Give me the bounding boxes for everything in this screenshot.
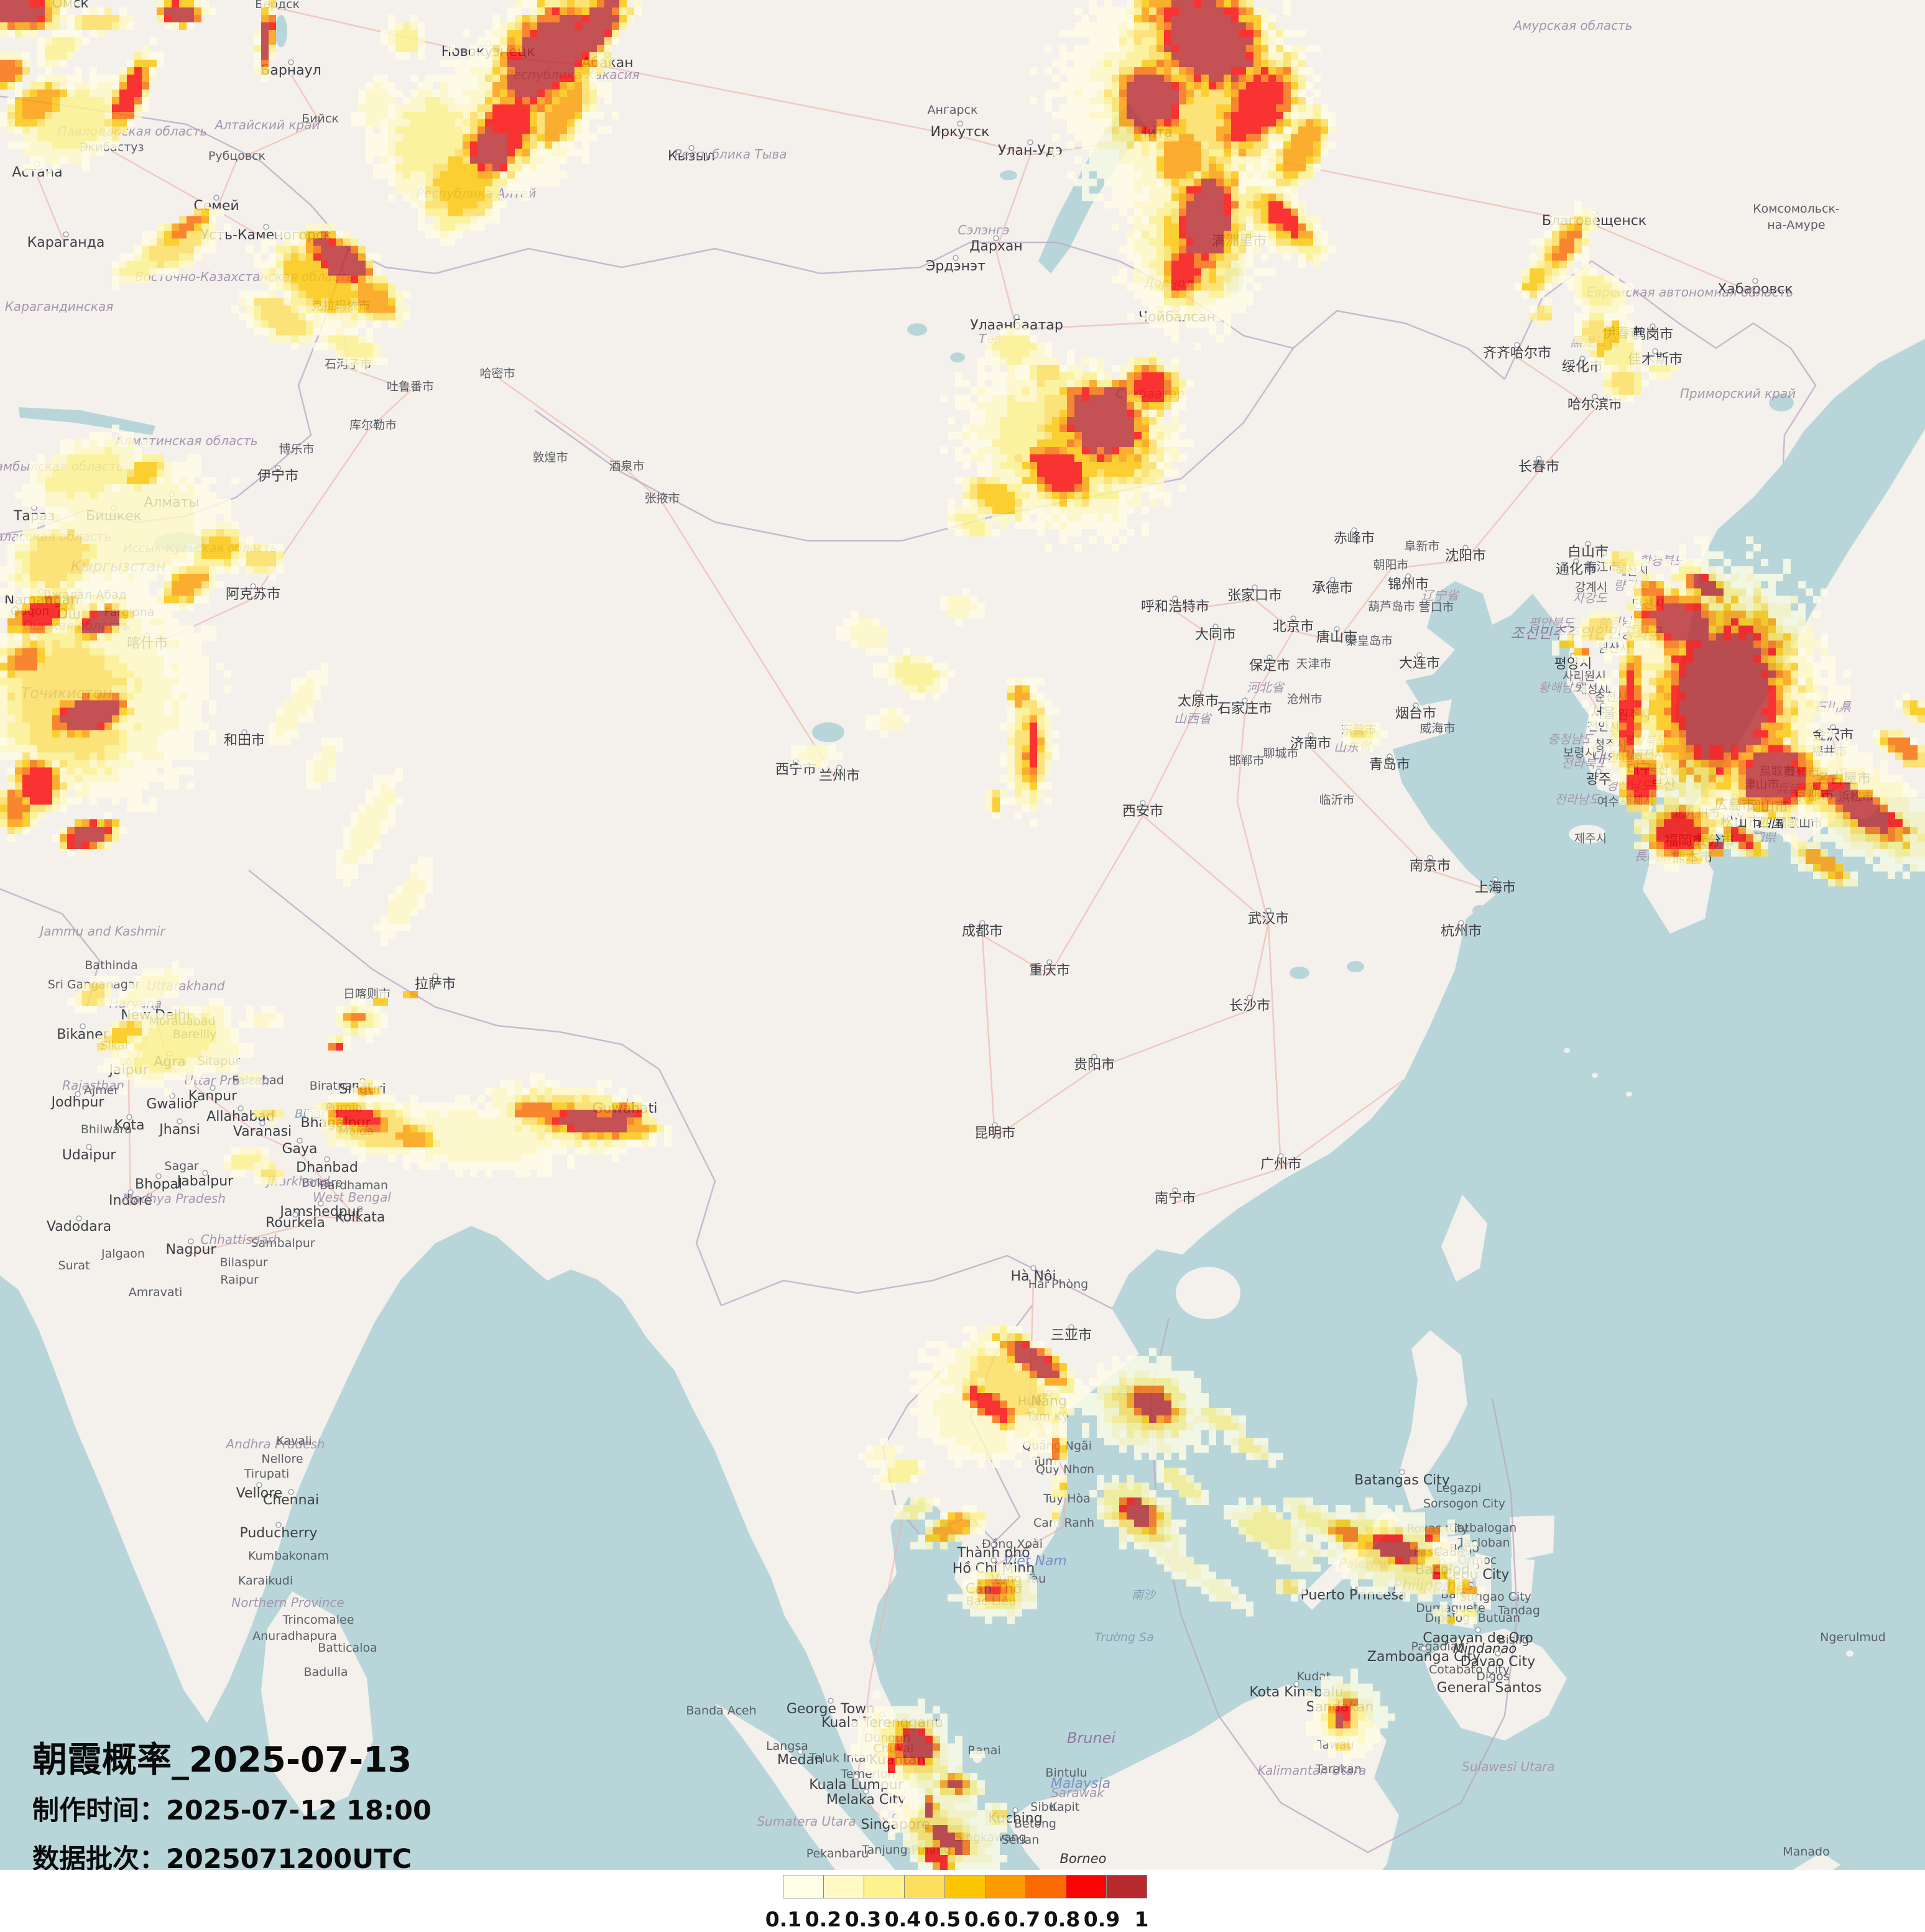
legend-tick-label: 0.6 [964, 1907, 1001, 1931]
probability-legend: 0.1 0.2 0.3 0.4 0.5 0.6 0.7 0.8 0.9 1 [765, 1875, 1148, 1931]
made-time-label: 制作时间： [32, 1795, 166, 1826]
legend-tick-labels: 0.1 0.2 0.3 0.4 0.5 0.6 0.7 0.8 0.9 1 [764, 1907, 1161, 1931]
legend-tick-label: 0.4 [884, 1907, 921, 1931]
probability-heatmap-canvas [0, 0, 1925, 1870]
legend-tick-label: 0.3 [844, 1907, 882, 1931]
made-time-value: 2025-07-12 18:00 [166, 1795, 432, 1826]
legend-tick-label: 0.8 [1043, 1907, 1081, 1931]
legend-swatch [783, 1875, 824, 1898]
legend-tick-label: 0.9 [1083, 1907, 1120, 1931]
legend-swatch [1106, 1875, 1147, 1898]
legend-swatch [985, 1875, 1026, 1898]
data-batch-value: 2025071200UTC [166, 1844, 412, 1870]
legend-tick-label: 0.7 [1004, 1907, 1041, 1931]
made-time-line: 制作时间：2025-07-12 18:00 [32, 1789, 432, 1828]
legend-tick-label: 0.1 [765, 1907, 802, 1931]
legend-tick-label: 0.5 [924, 1907, 961, 1931]
footer-bar: 0.1 0.2 0.3 0.4 0.5 0.6 0.7 0.8 0.9 1 [0, 1870, 1925, 1932]
legend-tick-label: 1 [1134, 1907, 1149, 1931]
data-batch-line: 数据批次：2025071200UTC [32, 1838, 412, 1870]
legend-swatch [1066, 1875, 1107, 1898]
legend-swatch [864, 1875, 905, 1898]
legend-swatch [823, 1875, 864, 1898]
probability-map: ОмскБердскНовокузнецкБарнаулБийскРубцовс… [0, 0, 1925, 1870]
legend-tick-label: 0.2 [805, 1907, 842, 1931]
legend-swatch [1025, 1875, 1066, 1898]
page-title: 朝霞概率_2025-07-13 [32, 1740, 412, 1780]
legend-swatch [944, 1875, 986, 1898]
legend-swatch [904, 1875, 945, 1898]
data-batch-label: 数据批次： [32, 1844, 166, 1870]
legend-swatch-row [783, 1875, 1147, 1898]
